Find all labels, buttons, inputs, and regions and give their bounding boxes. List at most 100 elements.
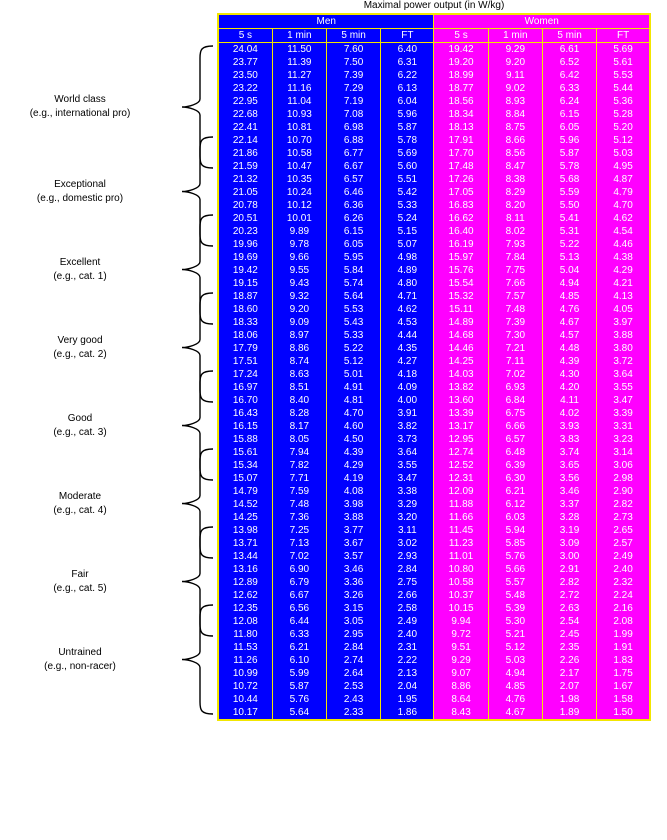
table-cell: 7.66 (487, 277, 543, 290)
table-cell: 4.87 (596, 173, 650, 186)
table-row: 10.44 5.76 2.43 1.95 8.64 4.76 1.98 1.58 (218, 693, 650, 706)
table-row: 12.62 6.67 3.26 2.66 10.37 5.48 2.72 2.24 (218, 589, 650, 602)
table-cell: 1.50 (596, 706, 650, 720)
table-cell: 7.39 (487, 316, 543, 329)
col-header-men-5s: 5 s (218, 28, 273, 43)
table-cell: 18.34 (433, 108, 489, 121)
table-cell: 4.91 (325, 381, 381, 394)
table-cell: 12.74 (433, 446, 489, 459)
table-cell: 13.82 (433, 381, 489, 394)
table-row: 10.17 5.64 2.33 1.86 8.43 4.67 1.89 1.50 (218, 706, 650, 720)
table-cell: 1.98 (541, 693, 597, 706)
table-cell: 6.46 (325, 186, 381, 199)
table-cell: 4.71 (380, 290, 434, 303)
table-cell: 3.47 (380, 472, 434, 485)
table-row: 22.68 10.93 7.08 5.96 18.34 8.84 6.15 5.28 (218, 108, 650, 121)
table-cell: 8.47 (487, 160, 543, 173)
table-cell: 4.11 (541, 394, 597, 407)
table-cell: 5.99 (271, 667, 327, 680)
table-cell: 4.46 (596, 238, 650, 251)
table-cell: 6.88 (325, 134, 381, 147)
table-cell: 8.93 (487, 95, 543, 108)
table-cell: 3.19 (541, 524, 597, 537)
table-cell: 4.09 (380, 381, 434, 394)
table-row: 12.89 6.79 3.36 2.75 10.58 5.57 2.82 2.32 (218, 576, 650, 589)
table-cell: 9.20 (487, 56, 543, 69)
table-cell: 12.52 (433, 459, 489, 472)
table-cell: 6.77 (325, 147, 381, 160)
category-name: Untrained (58, 646, 102, 658)
table-cell: 5.96 (380, 108, 434, 121)
table-row: 20.78 10.12 6.36 5.33 16.83 8.20 5.50 4.70 (218, 199, 650, 212)
table-cell: 11.23 (433, 537, 489, 550)
table-cell: 8.29 (487, 186, 543, 199)
table-cell: 24.04 (218, 42, 273, 56)
table-cell: 5.57 (487, 576, 543, 589)
table-cell: 4.62 (380, 303, 434, 316)
table-row: 17.24 8.63 5.01 4.18 14.03 7.02 4.30 3.64 (218, 368, 650, 381)
table-cell: 17.48 (433, 160, 489, 173)
table-cell: 5.33 (380, 199, 434, 212)
table-cell: 7.02 (271, 550, 327, 563)
category-example: (e.g., cat. 5) (53, 582, 107, 594)
table-cell: 8.38 (487, 173, 543, 186)
table-cell: 3.56 (541, 472, 597, 485)
table-cell: 11.16 (271, 82, 327, 95)
table-cell: 6.15 (541, 108, 597, 121)
table-cell: 18.13 (433, 121, 489, 134)
table-cell: 14.79 (218, 485, 273, 498)
table-cell: 16.15 (218, 420, 273, 433)
table-cell: 12.62 (218, 589, 273, 602)
table-cell: 10.44 (218, 693, 273, 706)
table-cell: 9.20 (271, 303, 327, 316)
table-cell: 3.37 (541, 498, 597, 511)
table-cell: 2.16 (596, 602, 650, 615)
table-cell: 15.54 (433, 277, 489, 290)
table-cell: 10.12 (271, 199, 327, 212)
table-cell: 8.02 (487, 225, 543, 238)
table-row: 10.72 5.87 2.53 2.04 8.86 4.85 2.07 1.67 (218, 680, 650, 693)
table-cell: 5.24 (380, 212, 434, 225)
table-cell: 6.44 (271, 615, 327, 628)
table-cell: 16.40 (433, 225, 489, 238)
table-cell: 18.77 (433, 82, 489, 95)
category-example: (e.g., non-racer) (44, 660, 116, 672)
table-cell: 3.83 (541, 433, 597, 446)
table-cell: 10.15 (433, 602, 489, 615)
table-cell: 9.09 (271, 316, 327, 329)
table-cell: 16.43 (218, 407, 273, 420)
table-cell: 2.73 (596, 511, 650, 524)
table-cell: 5.68 (541, 173, 597, 186)
table-cell: 8.86 (433, 680, 489, 693)
col-header-women-ft: FT (596, 28, 650, 43)
table-cell: 9.29 (487, 42, 543, 56)
table-cell: 2.66 (380, 589, 434, 602)
table-cell: 7.60 (325, 42, 381, 56)
table-cell: 15.61 (218, 446, 273, 459)
table-cell: 4.08 (325, 485, 381, 498)
table-cell: 13.44 (218, 550, 273, 563)
table-cell: 5.66 (487, 563, 543, 576)
table-cell: 6.13 (380, 82, 434, 95)
table-cell: 4.85 (487, 680, 543, 693)
table-cell: 2.72 (541, 589, 597, 602)
women-header: Women (433, 14, 650, 29)
page-title: Maximal power output (in W/kg) (363, 0, 505, 11)
table-cell: 4.94 (487, 667, 543, 680)
table-cell: 4.44 (380, 329, 434, 342)
table-cell: 6.03 (487, 511, 543, 524)
table-cell: 6.84 (487, 394, 543, 407)
table-row: 16.43 8.28 4.70 3.91 13.39 6.75 4.02 3.39 (218, 407, 650, 420)
table-row: 21.05 10.24 6.46 5.42 17.05 8.29 5.59 4.79 (218, 186, 650, 199)
table-cell: 3.26 (325, 589, 381, 602)
category-brace (181, 526, 214, 637)
table-cell: 3.20 (380, 511, 434, 524)
table-cell: 2.08 (596, 615, 650, 628)
table-cell: 3.36 (325, 576, 381, 589)
table-cell: 1.99 (596, 628, 650, 641)
table-cell: 12.89 (218, 576, 273, 589)
table-cell: 11.66 (433, 511, 489, 524)
table-row: 24.04 11.50 7.60 6.40 19.42 9.29 6.61 5.69 (218, 42, 650, 56)
table-cell: 9.07 (433, 667, 489, 680)
table-cell: 1.89 (541, 706, 597, 720)
